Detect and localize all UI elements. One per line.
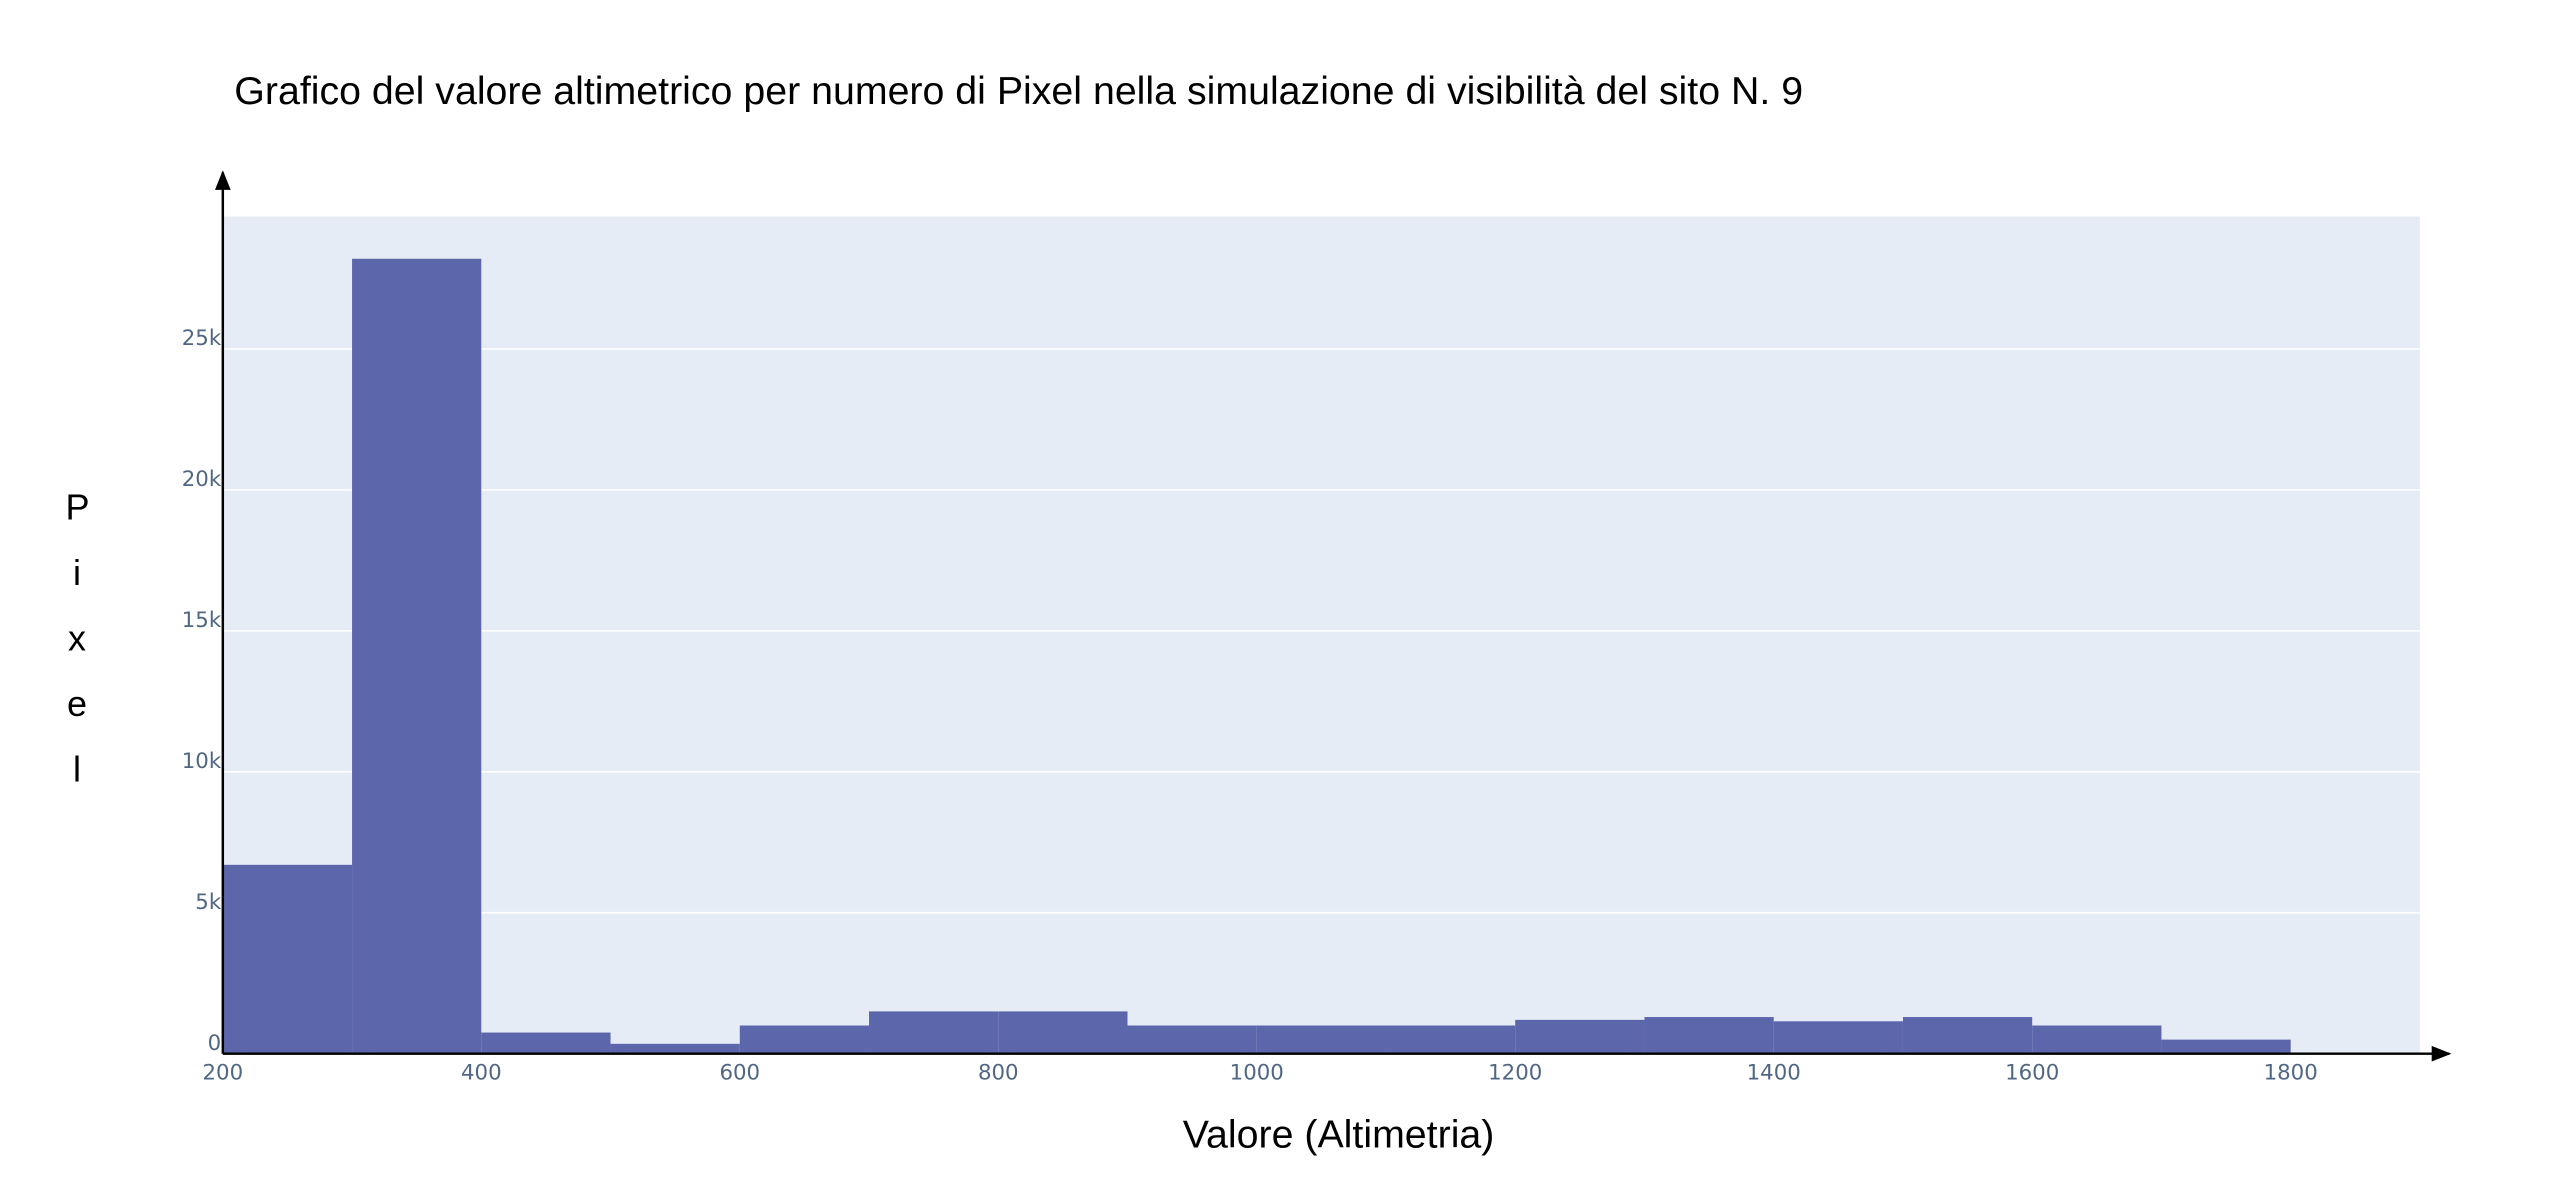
bar	[998, 1011, 1128, 1054]
y-tick-label: 0	[208, 1031, 222, 1056]
bar	[1127, 1025, 1257, 1054]
bar	[1773, 1021, 1903, 1054]
y-axis-label-box: Pixel	[65, 486, 90, 790]
bar	[1515, 1019, 1645, 1054]
y-tick-label: 10k	[182, 749, 222, 774]
y-tick-label: 25k	[182, 326, 222, 351]
x-tick-label: 600	[719, 1060, 760, 1085]
x-tick-label: 1400	[1747, 1060, 1801, 1085]
y-axis-label: Pixel	[65, 486, 90, 790]
bar	[2161, 1039, 2291, 1054]
x-tick-label: 1200	[1488, 1060, 1542, 1085]
y-tick-label: 15k	[182, 608, 222, 633]
bar	[1644, 1017, 1774, 1054]
bar	[1385, 1025, 1516, 1054]
bar	[1902, 1017, 2033, 1054]
bar	[481, 1032, 611, 1054]
bar	[610, 1043, 740, 1054]
bar	[869, 1011, 999, 1054]
bar	[2032, 1025, 2162, 1054]
bar	[1256, 1025, 1386, 1054]
x-tick-label: 800	[978, 1060, 1019, 1085]
y-tick-label: 20k	[182, 467, 222, 492]
x-tick-label: 1800	[2264, 1060, 2318, 1085]
y-tick-label: 5k	[195, 890, 222, 915]
x-tick-label: 1000	[1230, 1060, 1284, 1085]
x-tick-label: 1600	[2005, 1060, 2059, 1085]
chart-title: Grafico del valore altimetrico per numer…	[234, 69, 1803, 113]
bar	[222, 864, 353, 1054]
x-tick-label: 400	[461, 1060, 502, 1085]
bar	[352, 258, 482, 1054]
x-tick-label: 200	[203, 1060, 244, 1085]
bar	[739, 1025, 870, 1054]
plot-background	[222, 216, 2420, 1054]
x-axis-label: Valore (Altimetria)	[1183, 1113, 1495, 1157]
